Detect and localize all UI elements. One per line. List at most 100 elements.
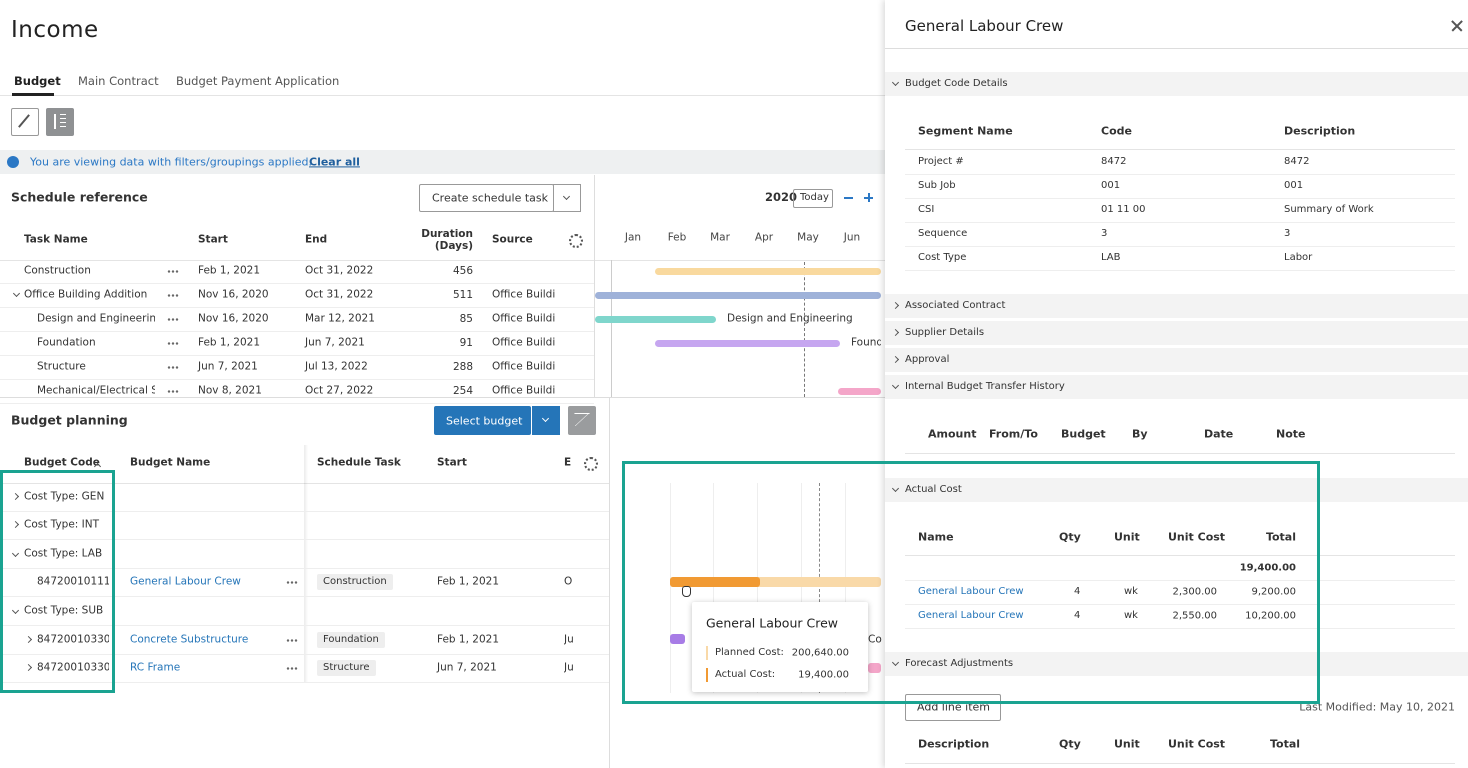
column-header: Total: [1270, 737, 1301, 751]
bar-label: Design and Engineering: [727, 312, 853, 325]
zoom-out[interactable]: [844, 197, 853, 199]
last-modified: Last Modified: May 10, 2021: [1299, 700, 1455, 714]
divider: [905, 149, 1455, 150]
section-title: Associated Contract: [905, 300, 1006, 311]
more-menu[interactable]: [286, 581, 298, 584]
select-budget-button[interactable]: [434, 406, 531, 435]
more-menu[interactable]: [167, 294, 179, 297]
section-header[interactable]: [885, 478, 1468, 502]
more-menu[interactable]: [286, 639, 298, 642]
create-task-button[interactable]: [419, 184, 554, 212]
edit-button[interactable]: [11, 108, 39, 136]
column-header: Duration (Days): [421, 228, 473, 252]
cost-name[interactable]: General Labour Crew: [918, 610, 1024, 621]
end-date: Ju: [564, 661, 574, 674]
more-menu[interactable]: [167, 270, 179, 273]
filter-icon: [575, 413, 589, 426]
budget-code: 84720010330...: [37, 661, 109, 674]
table-cell: 3: [1101, 228, 1108, 239]
end-date: O: [564, 575, 573, 588]
divider: [801, 483, 802, 693]
section-title: Supplier Details: [905, 327, 985, 338]
divider: [0, 596, 609, 597]
section-header[interactable]: [885, 72, 1468, 96]
duration: 511: [452, 289, 473, 301]
cursor-icon: [682, 586, 691, 597]
task-name: Office Building Addition: [24, 288, 148, 301]
divider: [0, 654, 609, 655]
tooltip-title: General Labour Crew: [706, 615, 838, 631]
column-header: Budget: [1061, 427, 1106, 441]
tab[interactable]: Main Contract: [78, 74, 159, 89]
table-cell: 2,300.00: [1172, 586, 1217, 598]
more-menu[interactable]: [167, 366, 179, 369]
divider: [670, 483, 671, 693]
source: Office Building: [492, 288, 556, 301]
divider: [0, 397, 885, 398]
banner-message: You are viewing data with filters/groupi…: [30, 155, 312, 169]
filter-banner: [0, 150, 885, 174]
budget-name[interactable]: Concrete Substructure: [130, 633, 249, 646]
clear-all-link[interactable]: Clear all: [309, 155, 360, 169]
more-menu[interactable]: [167, 342, 179, 345]
divider: [0, 539, 609, 540]
column-header: Budget Code: [24, 456, 100, 469]
section-header[interactable]: [885, 294, 1468, 318]
column-header: Description: [1284, 124, 1356, 138]
task-name: Mechanical/Electrical Sy...: [37, 384, 155, 397]
add-line-button[interactable]: [905, 694, 1001, 721]
column-header: Source: [492, 233, 533, 246]
today-button[interactable]: [793, 189, 833, 208]
end-date: Ju: [564, 633, 574, 646]
divider: [905, 174, 1455, 175]
bar-label: Foundation: [851, 336, 881, 349]
settings-icon[interactable]: [569, 234, 583, 248]
divider: [0, 625, 609, 626]
section-title: Actual Cost: [905, 484, 962, 495]
divider: [0, 283, 594, 284]
divider: [0, 260, 594, 261]
section-header[interactable]: [885, 321, 1468, 345]
table-cell: 4: [1074, 610, 1081, 621]
divider: [905, 763, 1455, 764]
month-label: May: [797, 231, 819, 244]
start-date: Jun 7, 2021: [437, 661, 497, 674]
column-header: Description: [918, 737, 990, 751]
budget-name[interactable]: General Labour Crew: [130, 575, 241, 588]
table-cell: Labor: [1284, 252, 1313, 263]
column-header: From/To: [989, 427, 1038, 441]
section-header[interactable]: [885, 652, 1468, 676]
divider: [905, 580, 1455, 581]
start-date: Nov 16, 2020: [198, 312, 269, 325]
section-title: Approval: [905, 354, 950, 365]
duration: 254: [452, 385, 473, 397]
chevron: [12, 289, 21, 298]
start-date: Feb 1, 2021: [198, 264, 261, 277]
more-menu[interactable]: [167, 318, 179, 321]
column-header: Segment Name: [918, 124, 1013, 138]
settings-icon[interactable]: [584, 457, 598, 471]
budget-name[interactable]: RC Frame: [130, 661, 181, 674]
more-menu[interactable]: [167, 390, 179, 393]
select-budget-dropdown[interactable]: [532, 406, 560, 435]
column-header: Amount: [928, 427, 977, 441]
table-cell: 01 11 00: [1101, 204, 1146, 215]
month-label: Jan: [624, 231, 642, 244]
create-task-label: Create schedule task: [432, 191, 548, 205]
cost-name[interactable]: General Labour Crew: [918, 586, 1024, 597]
divider: [905, 555, 1455, 556]
tab[interactable]: Budget Payment Application: [176, 74, 340, 89]
table-cell: Sub Job: [918, 180, 956, 191]
tab[interactable]: Budget: [14, 74, 61, 89]
more-menu[interactable]: [286, 667, 298, 670]
group-label: Cost Type: INT: [24, 518, 100, 531]
column-header: Note: [1276, 427, 1306, 441]
section-header[interactable]: [885, 348, 1468, 372]
section-header[interactable]: [885, 375, 1468, 399]
table-cell: 3: [1284, 228, 1291, 239]
budget-code: 84720010330...: [37, 633, 109, 646]
zoom-in: [868, 193, 870, 202]
divider: [905, 222, 1455, 223]
dropdown-button[interactable]: [553, 184, 581, 212]
